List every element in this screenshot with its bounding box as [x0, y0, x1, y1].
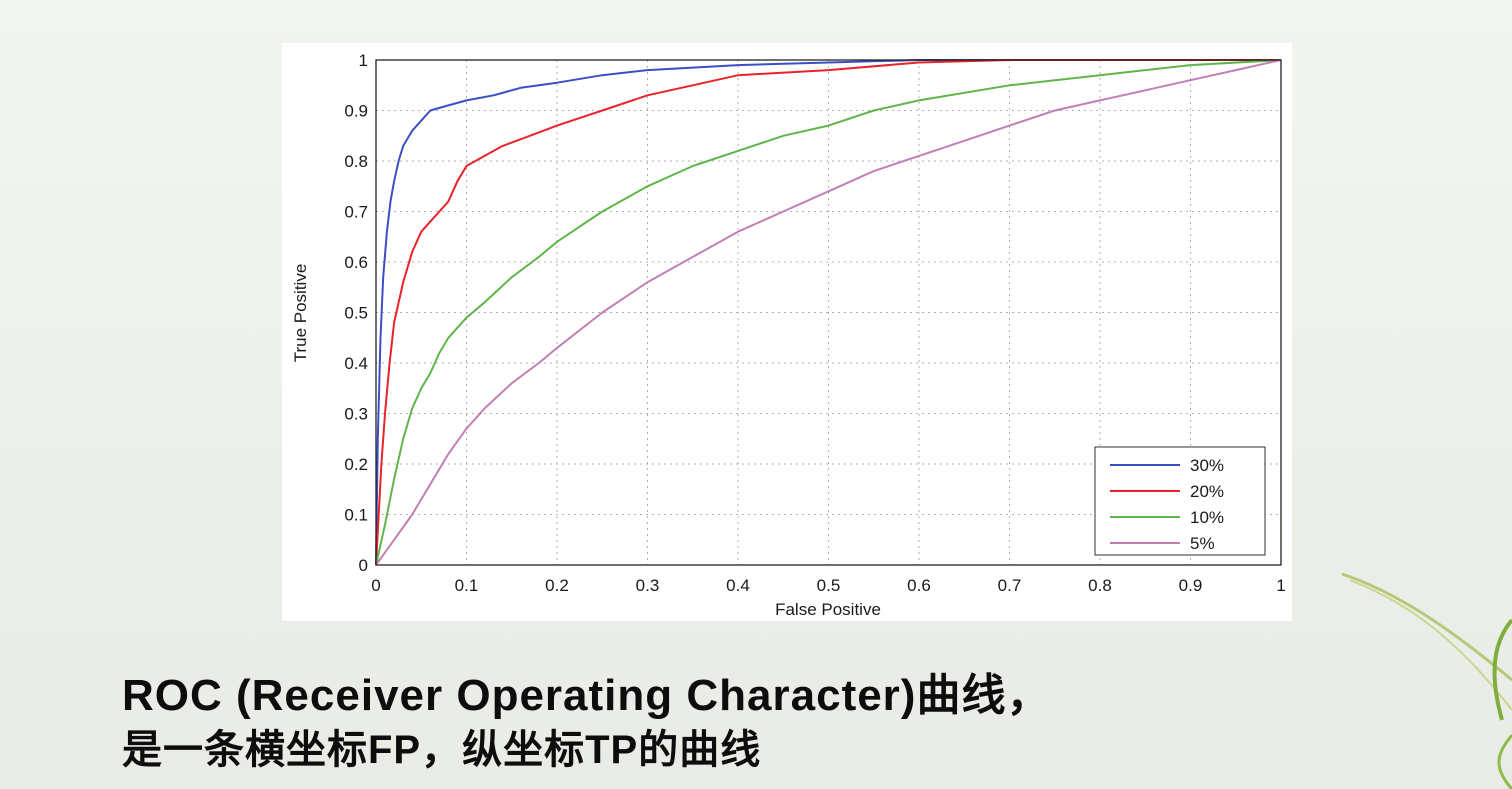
decorative-vine-icon: [1341, 572, 1512, 789]
legend-label: 20%: [1190, 482, 1224, 501]
x-tick-label: 0.1: [455, 576, 479, 595]
x-tick-label: 0.9: [1179, 576, 1203, 595]
y-tick-label: 0.3: [344, 405, 368, 424]
caption-line-1: ROC (Receiver Operating Character)曲线，: [122, 671, 1052, 720]
series-line-5pct: [375, 59, 1282, 566]
y-tick-label: 0.2: [344, 455, 368, 474]
plot-frame: [375, 59, 1282, 566]
slide-caption: ROC (Receiver Operating Character)曲线， 是一…: [122, 668, 1512, 776]
x-tick-label: 0: [371, 576, 380, 595]
x-tick-labels: 0 0.1 0.2 0.3 0.4 0.5 0.6 0.7 0.8 0.9 1: [371, 576, 1285, 595]
y-tick-label: 1: [359, 51, 368, 70]
y-tick-label: 0: [359, 556, 368, 575]
series-line-10pct: [375, 59, 1282, 566]
chart-legend: 30% 20% 10% 5%: [1094, 446, 1266, 556]
x-axis-label: False Positive: [775, 600, 881, 619]
caption-line-2: 是一条横坐标FP，纵坐标TP的曲线: [122, 728, 762, 772]
series-line-20pct: [375, 59, 1281, 566]
y-tick-label: 0.7: [344, 203, 368, 222]
x-tick-label: 0.5: [817, 576, 841, 595]
y-axis-label: True Positive: [291, 264, 310, 363]
legend-label: 5%: [1190, 534, 1215, 553]
roc-chart-card: 0 0.1 0.2 0.3 0.4 0.5 0.6 0.7 0.8 0.9 1 0 0.1 0.2 0.3…: [282, 43, 1292, 621]
x-tick-label: 1: [1276, 576, 1285, 595]
y-tick-labels: 0 0.1 0.2 0.3 0.4 0.5 0.6 0.7 0.8 0.9 1: [344, 51, 368, 575]
chart-series-layer: [375, 59, 1282, 566]
x-tick-label: 0.8: [1088, 576, 1112, 595]
roc-chart: 0 0.1 0.2 0.3 0.4 0.5 0.6 0.7 0.8 0.9 1 0 0.1 0.2 0.3…: [291, 51, 1286, 619]
y-tick-label: 0.9: [344, 102, 368, 121]
y-tick-label: 0.1: [344, 506, 368, 525]
legend-label: 30%: [1190, 456, 1224, 475]
series-line-30pct: [375, 59, 1281, 566]
y-tick-label: 0.4: [344, 354, 368, 373]
legend-label: 10%: [1190, 508, 1224, 527]
y-tick-label: 0.6: [344, 253, 368, 272]
x-tick-label: 0.3: [636, 576, 660, 595]
x-tick-label: 0.6: [907, 576, 931, 595]
x-tick-label: 0.2: [545, 576, 569, 595]
x-tick-label: 0.7: [998, 576, 1022, 595]
y-tick-label: 0.5: [344, 304, 368, 323]
x-tick-label: 0.4: [726, 576, 750, 595]
legend-box: [1094, 446, 1266, 556]
chart-grid: [376, 60, 1281, 565]
y-tick-label: 0.8: [344, 152, 368, 171]
